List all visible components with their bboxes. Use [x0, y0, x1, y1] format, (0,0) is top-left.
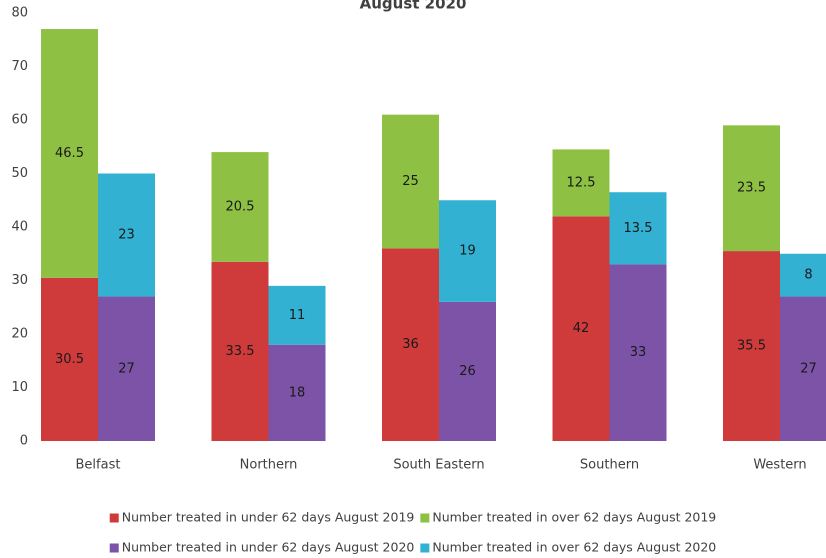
y-tick-label: 50 — [11, 166, 28, 181]
data-label: 35.5 — [737, 339, 766, 354]
data-label: 36 — [402, 337, 419, 352]
data-label: 18 — [289, 385, 306, 400]
legend-label: Number treated in over 62 days August 20… — [432, 540, 716, 555]
data-label: 23.5 — [737, 181, 766, 196]
bar-segment — [98, 296, 155, 441]
bar-segment — [609, 192, 667, 265]
y-tick-label: 30 — [11, 273, 28, 288]
legend-swatch — [420, 513, 430, 523]
bar-segment — [268, 344, 326, 441]
legend-label: Number treated in under 62 days August 2… — [122, 540, 415, 555]
data-label: 27 — [800, 361, 817, 376]
bar-segment — [552, 216, 610, 441]
bar-segment — [439, 301, 496, 441]
data-label: 12.5 — [567, 175, 596, 190]
data-label: 23 — [118, 228, 135, 243]
y-tick-label: 80 — [11, 6, 28, 21]
y-tick-label: 40 — [11, 220, 28, 235]
data-label: 13.5 — [624, 221, 653, 236]
legend-swatch — [420, 543, 430, 553]
bar-segment — [552, 149, 610, 217]
data-label: 33 — [630, 345, 647, 360]
data-label: 33.5 — [226, 344, 255, 359]
bar-segment — [98, 173, 155, 297]
bar-segment — [41, 29, 98, 278]
x-tick-label: South Eastern — [393, 458, 484, 473]
x-tick-label: Northern — [240, 458, 298, 473]
data-label: 19 — [459, 244, 476, 259]
bar-segment — [211, 152, 269, 262]
data-label: 8 — [804, 268, 812, 283]
x-tick-label: Western — [753, 458, 806, 473]
data-label: 20.5 — [226, 199, 255, 214]
data-label: 11 — [289, 308, 306, 323]
legend-label: Number treated in over 62 days August 20… — [432, 510, 716, 525]
legend-swatch — [109, 543, 119, 553]
bar-segment — [439, 200, 496, 302]
data-label: 27 — [118, 361, 135, 376]
bar-segment — [382, 114, 439, 249]
bar-segment — [723, 125, 780, 252]
y-tick-label: 20 — [11, 327, 28, 342]
legend-swatch — [109, 513, 119, 523]
bar-segment — [723, 251, 780, 441]
y-tick-label: 70 — [11, 59, 28, 74]
x-tick-label: Belfast — [76, 458, 121, 473]
data-label: 42 — [573, 321, 590, 336]
bar-segment — [41, 277, 98, 441]
chart-title: August 2020 — [360, 0, 467, 13]
bar-segment — [268, 285, 326, 345]
data-label: 26 — [459, 364, 476, 379]
legend-label: Number treated in under 62 days August 2… — [122, 510, 415, 525]
bar-segment — [211, 261, 269, 441]
data-label: 30.5 — [55, 352, 84, 367]
x-tick-label: Southern — [580, 458, 639, 473]
y-tick-label: 10 — [11, 380, 28, 395]
bar-segment — [609, 264, 667, 441]
y-tick-label: 60 — [11, 113, 28, 128]
bar-segment — [780, 296, 826, 441]
y-tick-label: 0 — [20, 434, 28, 449]
bar-segment — [382, 248, 439, 441]
bar-segment — [780, 253, 826, 297]
data-label: 46.5 — [55, 146, 84, 161]
data-label: 25 — [402, 174, 419, 189]
